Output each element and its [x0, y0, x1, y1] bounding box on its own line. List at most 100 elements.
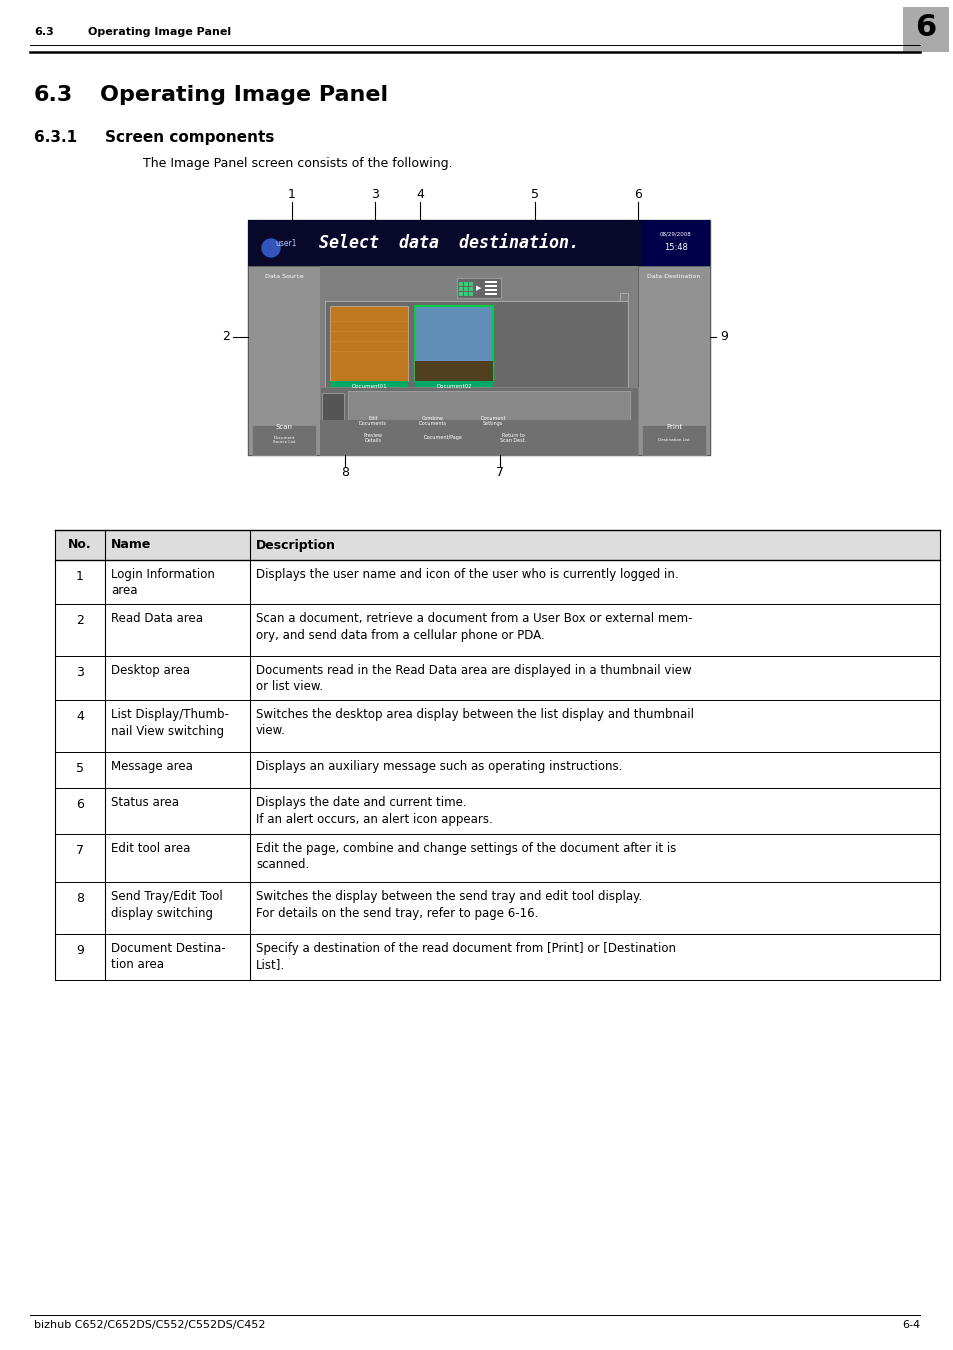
Text: Edit
Documents: Edit Documents [358, 416, 387, 427]
Text: 5: 5 [531, 189, 538, 201]
Bar [484, 289, 497, 292]
Text: Displays the user name and icon of the user who is currently logged in.: Displays the user name and icon of the u… [255, 568, 678, 580]
Text: Operating Image Panel: Operating Image Panel [100, 85, 388, 105]
Text: bizhub C652/C652DS/C552/C552DS/C452: bizhub C652/C652DS/C552/C552DS/C452 [34, 1320, 265, 1330]
Text: Switches the desktop area display between the list display and thumbnail
view.: Switches the desktop area display betwee… [255, 707, 693, 737]
Text: 8: 8 [340, 467, 349, 479]
Text: 4: 4 [416, 189, 423, 201]
Text: Message area: Message area [111, 760, 193, 774]
Text: 6: 6 [76, 798, 84, 811]
Text: 6.3.1: 6.3.1 [34, 130, 77, 144]
Bar [484, 293, 497, 296]
Text: 8: 8 [76, 892, 84, 904]
Bar [484, 285, 497, 288]
Bar [458, 282, 462, 286]
Text: 3: 3 [371, 189, 378, 201]
Text: 3: 3 [76, 666, 84, 679]
Text: Document02: Document02 [436, 385, 472, 390]
Bar [415, 381, 493, 394]
Bar [415, 360, 493, 381]
Text: 6-4: 6-4 [901, 1320, 919, 1330]
Text: The Image Panel screen consists of the following.: The Image Panel screen consists of the f… [143, 157, 452, 170]
Text: 9: 9 [720, 331, 727, 343]
Bar [902, 7, 948, 53]
Bar [319, 420, 638, 455]
Text: 4: 4 [76, 710, 84, 724]
Text: 2: 2 [76, 614, 84, 626]
Text: Data Source: Data Source [264, 274, 303, 278]
Circle shape [262, 239, 280, 256]
Text: Return to
Scan Dest.: Return to Scan Dest. [499, 432, 525, 443]
Text: Document/Page: Document/Page [423, 436, 462, 440]
Text: Destination List: Destination List [658, 437, 689, 441]
Bar [325, 301, 627, 396]
Bar [322, 393, 344, 450]
Text: 1: 1 [76, 570, 84, 583]
Text: Name: Name [111, 539, 152, 552]
Text: Displays an auxiliary message such as operating instructions.: Displays an auxiliary message such as op… [255, 760, 621, 774]
Bar [458, 292, 462, 296]
Text: Specify a destination of the read document from [Print] or [Destination
List].: Specify a destination of the read docume… [255, 942, 676, 972]
Bar [463, 292, 468, 296]
Bar [638, 266, 709, 455]
Text: Screen components: Screen components [105, 130, 274, 144]
Text: Scan a document, retrieve a document from a User Box or external mem-
ory, and s: Scan a document, retrieve a document fro… [255, 612, 692, 641]
Text: 9: 9 [76, 944, 84, 957]
Text: Select  data  destination.: Select data destination. [318, 234, 578, 252]
Bar [330, 381, 408, 394]
Text: Document Destina-
tion area: Document Destina- tion area [111, 942, 226, 972]
Bar [619, 293, 627, 301]
Text: 5: 5 [76, 761, 84, 775]
Bar [415, 306, 493, 381]
Bar [469, 288, 473, 292]
Text: Scan: Scan [275, 424, 293, 431]
Text: Documents read in the Read Data area are displayed in a thumbnail view
or list v: Documents read in the Read Data area are… [255, 664, 691, 694]
Bar [463, 282, 468, 286]
Text: 6.3: 6.3 [34, 27, 53, 36]
Bar [248, 220, 709, 266]
Text: Switches the display between the send tray and edit tool display.
For details on: Switches the display between the send tr… [255, 890, 641, 919]
Text: Document
Settings: Document Settings [479, 416, 505, 427]
Text: Document01: Document01 [351, 385, 386, 390]
Bar [458, 288, 462, 292]
Text: Read Data area: Read Data area [111, 612, 203, 625]
Text: Edit tool area: Edit tool area [111, 842, 191, 855]
Bar [469, 282, 473, 286]
Text: Login Information
area: Login Information area [111, 568, 214, 598]
Text: No.: No. [68, 539, 91, 552]
Text: user1: user1 [275, 239, 296, 247]
Bar [330, 306, 408, 381]
Text: List Display/Thumb-
nail View switching: List Display/Thumb- nail View switching [111, 707, 229, 737]
Bar [319, 266, 638, 455]
Bar [348, 392, 629, 451]
Text: 6: 6 [634, 189, 641, 201]
Text: Desktop area: Desktop area [111, 664, 190, 676]
Text: 7: 7 [496, 467, 503, 479]
Text: Edit the page, combine and change settings of the document after it is
scanned.: Edit the page, combine and change settin… [255, 842, 676, 872]
Bar [463, 288, 468, 292]
Bar [248, 266, 319, 455]
Text: Print: Print [665, 424, 681, 431]
Text: Preview
Details: Preview Details [363, 432, 382, 443]
Text: Data Destination: Data Destination [647, 274, 700, 278]
Bar [484, 281, 497, 284]
Text: ▶: ▶ [476, 285, 481, 292]
Text: 15:48: 15:48 [663, 243, 687, 252]
Text: Status area: Status area [111, 796, 179, 809]
Text: Combine
Documents: Combine Documents [418, 416, 447, 427]
Bar [469, 292, 473, 296]
Bar [319, 387, 638, 455]
Text: 6.3: 6.3 [34, 85, 73, 105]
Bar [641, 425, 705, 455]
Text: Description: Description [255, 539, 335, 552]
Bar [641, 220, 709, 266]
Text: Displays the date and current time.
If an alert occurs, an alert icon appears.: Displays the date and current time. If a… [255, 796, 493, 825]
Text: 7: 7 [76, 844, 84, 857]
Text: 1: 1 [288, 189, 295, 201]
Text: Send Tray/Edit Tool
display switching: Send Tray/Edit Tool display switching [111, 890, 222, 919]
Text: Document
Source List: Document Source List [273, 436, 294, 444]
Bar [252, 425, 315, 455]
Text: 08/29/2008: 08/29/2008 [659, 231, 691, 236]
Text: 6: 6 [915, 14, 936, 42]
Bar [456, 278, 500, 298]
